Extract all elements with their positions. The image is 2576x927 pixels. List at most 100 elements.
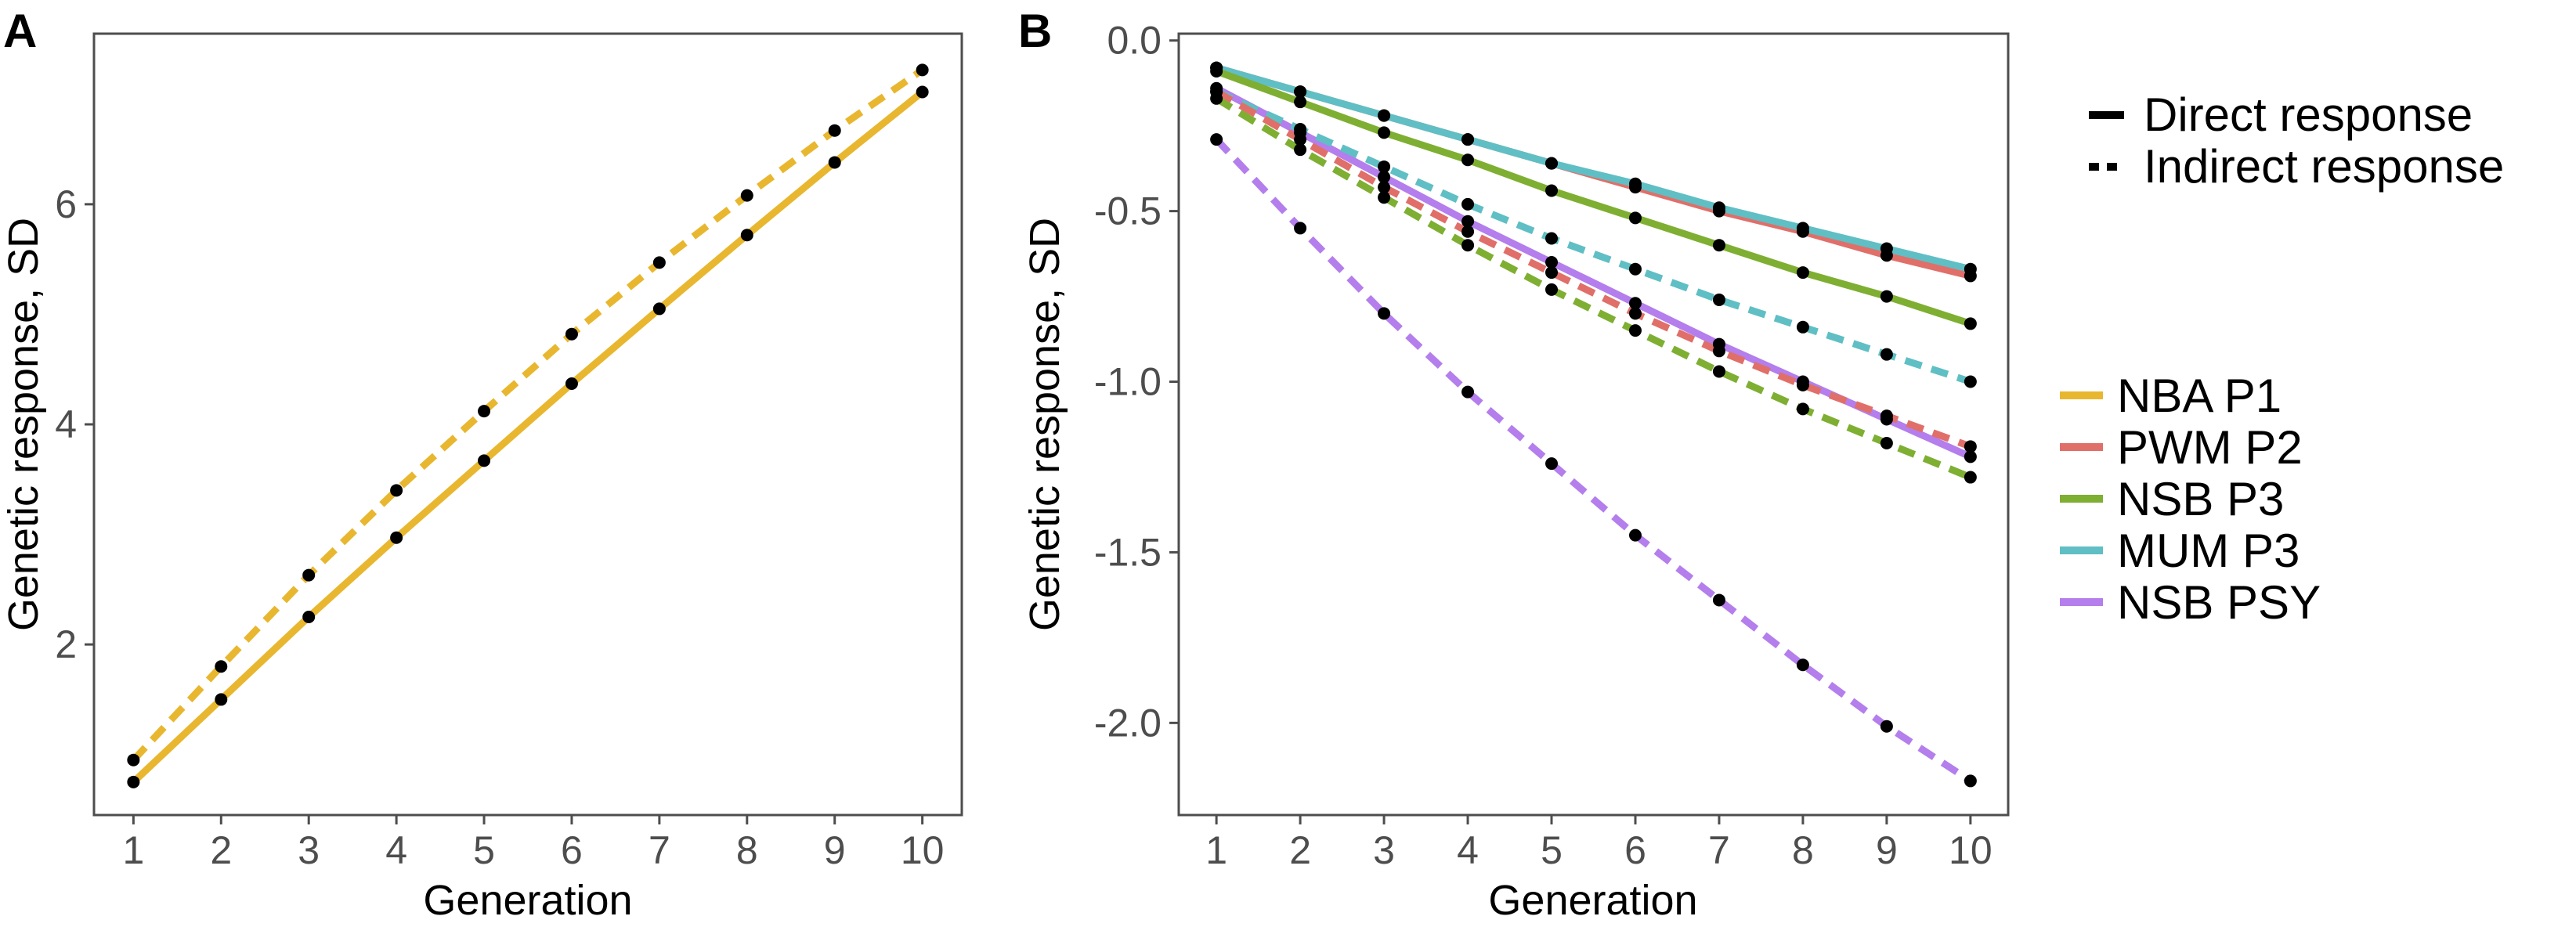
legend-indirect-label: Indirect response [2144, 140, 2504, 193]
panel-b-line-nsb-p3-indirect [1214, 95, 1972, 481]
panel-b-point-mum-p3-indirect [1628, 262, 1642, 276]
panel-a-plot: 2 4 6 1 2 3 4 5 6 7 8 9 10 [55, 32, 963, 872]
panel-b-point-mum-p3-direct [1628, 177, 1642, 190]
panel-b-point-mum-p3-direct [1545, 157, 1559, 170]
panel-b-point-pwm-p2-indirect [1880, 409, 1893, 423]
panel-a-y-tick-label: 6 [55, 182, 77, 226]
panel-a-x-tick-label: 4 [385, 828, 407, 872]
panel-a-point-nba-p1-direct [302, 610, 316, 623]
panel-b-point-mum-p3-direct [1880, 242, 1893, 255]
panel-b-point-nsb-p3-indirect [1461, 239, 1475, 252]
panel-a-point-nba-p1-indirect [215, 660, 228, 673]
panel-b-point-pwm-p2-indirect [1461, 225, 1475, 238]
panel-b-point-nsb-psy-indirect [1210, 133, 1223, 146]
panel-b-point-mum-p3-indirect [1378, 160, 1391, 173]
panel-b-point-mum-p3-indirect [1461, 197, 1475, 211]
panel-b-point-nsb-p3-indirect [1796, 402, 1809, 416]
panel-b-point-nsb-p3-direct [1210, 64, 1223, 78]
panel-a-x-tick-label: 6 [561, 828, 583, 872]
panel-a-point-nba-p1-indirect [478, 405, 491, 418]
panel-b-y-tick-label: 0.0 [1107, 19, 1162, 63]
panel-b-line-nsb-psy-indirect [1213, 137, 1973, 785]
panel-b-point-mum-p3-direct [1796, 222, 1809, 235]
panel-a-x-tick-label: 3 [298, 828, 320, 872]
panel-a-x-tick-label: 7 [649, 828, 670, 872]
panel-b-point-mum-p3-indirect [1545, 232, 1559, 245]
panel-b-line-mum-p3-direct [1215, 64, 1971, 273]
panel-b-point-pwm-p2-indirect [1545, 266, 1559, 280]
panel-b-x-tick-label: 9 [1876, 828, 1898, 872]
panel-a-y-ticks: 2 4 6 [55, 182, 94, 666]
panel-b-y-ticks: 0.0 -0.5 -1.0 -1.5 -2.0 [1094, 19, 1179, 745]
panel-a-point-nba-p1-direct [215, 693, 228, 706]
panel-b-x-tick-label: 6 [1624, 828, 1646, 872]
legend-nba-p1-label: NBA P1 [2117, 370, 2282, 422]
panel-b-point-nsb-p3-indirect [1880, 436, 1893, 449]
panel-a-points [127, 63, 929, 788]
legend-pwm-p2-label: PWM P2 [2117, 421, 2303, 474]
panel-a-point-nba-p1-indirect [916, 63, 929, 77]
panel-a-label: A [3, 5, 37, 57]
panel-b-y-tick-label: -2.0 [1094, 701, 1162, 745]
panel-b-line-mum-p3-indirect [1215, 88, 1972, 385]
panel-b-x-tick-label: 8 [1792, 828, 1814, 872]
panel-a-line-nba-p1-direct [131, 88, 925, 785]
panel-b-point-nsb-psy-direct [1461, 215, 1475, 228]
panel-b-y-tick-label: -1.5 [1094, 530, 1162, 574]
panel-b-point-mum-p3-indirect [1294, 123, 1307, 136]
panel-b-x-tick-label: 5 [1541, 828, 1563, 872]
legend-nsb-p3-label: NSB P3 [2117, 473, 2284, 525]
panel-a-x-tick-label: 2 [210, 828, 232, 872]
panel-b-point-nsb-psy-indirect [1294, 222, 1307, 235]
panel-a-x-tick-label: 1 [122, 828, 144, 872]
panel-a-lines [131, 67, 925, 785]
panel-b-points [1210, 61, 1977, 788]
panel-b-lines [1213, 64, 1973, 785]
panel-b-y-tick-label: -1.0 [1094, 360, 1162, 404]
panel-a-x-tick-label: 10 [901, 828, 945, 872]
panel-b-point-nsb-psy-direct [1378, 171, 1391, 184]
panel-b-point-nsb-psy-indirect [1461, 385, 1475, 399]
panel-b-point-nsb-p3-indirect [1712, 365, 1725, 378]
panel-b-point-pwm-p2-indirect [1628, 307, 1642, 320]
panel-b-point-nsb-p3-indirect [1964, 471, 1977, 484]
panel-b-point-nsb-psy-direct [1545, 255, 1559, 269]
panel-b-point-nsb-p3-direct [1880, 290, 1893, 303]
panel-a-x-ticks: 1 2 3 4 5 6 7 8 9 10 [122, 815, 944, 872]
panel-b-point-nsb-psy-direct [1628, 297, 1642, 310]
panel-b-point-nsb-p3-indirect [1210, 92, 1223, 105]
panel-a-point-nba-p1-direct [652, 302, 666, 316]
panel-b-point-mum-p3-indirect [1796, 320, 1809, 334]
panel-b-point-nsb-p3-direct [1712, 239, 1725, 252]
panel-a-point-nba-p1-indirect [302, 568, 316, 582]
panel-a-y-title: Genetic response, SD [0, 218, 47, 631]
panel-b-point-mum-p3-direct [1964, 262, 1977, 276]
panel-b-frame [1177, 32, 2010, 817]
panel-b-point-nsb-psy-indirect [1880, 720, 1893, 733]
panel-b-point-pwm-p2-indirect [1378, 181, 1391, 194]
panel-b-x-ticks: 1 2 3 4 5 6 7 8 9 10 [1205, 815, 1993, 872]
panel-b-point-nsb-p3-direct [1796, 266, 1809, 280]
panel-b-line-nsb-p3-direct [1215, 67, 1972, 327]
panel-a-point-nba-p1-indirect [828, 124, 841, 137]
panel-b-point-nsb-p3-indirect [1294, 143, 1307, 157]
panel-b-label: B [1018, 5, 1052, 57]
panel-a-x-tick-label: 5 [473, 828, 495, 872]
panel-b-x-title: Generation [1488, 877, 1697, 924]
panel-a-y-tick-label: 4 [55, 402, 77, 446]
panel-b-point-nsb-psy-indirect [1796, 658, 1809, 672]
panel-a-point-nba-p1-direct [828, 156, 841, 169]
panel-b-point-mum-p3-direct [1378, 109, 1391, 122]
panel-a-point-nba-p1-direct [916, 85, 929, 99]
panel-a-point-nba-p1-indirect [127, 753, 140, 766]
panel-b-y-tick-label: -0.5 [1094, 189, 1162, 233]
panel-b-point-nsb-p3-indirect [1378, 191, 1391, 204]
panel-b-point-nsb-psy-indirect [1545, 457, 1559, 471]
legend-mum-p3-label: MUM P3 [2117, 525, 2300, 577]
panel-b-point-nsb-psy-indirect [1964, 774, 1977, 788]
panel-a-point-nba-p1-direct [565, 377, 578, 390]
panel-b-point-nsb-p3-direct [1461, 153, 1475, 167]
panel-b-x-tick-label: 7 [1708, 828, 1730, 872]
panel-b-x-tick-label: 4 [1457, 828, 1479, 872]
